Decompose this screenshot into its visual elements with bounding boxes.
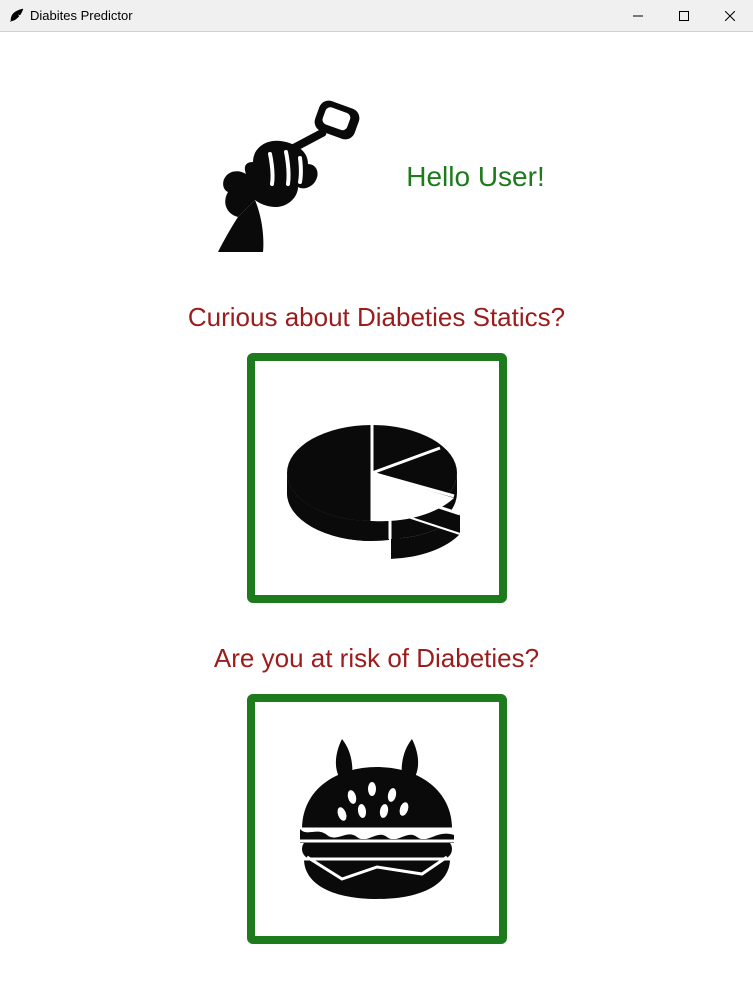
greeting-text: Hello User!: [406, 161, 544, 193]
titlebar: Diabites Predictor: [0, 0, 753, 32]
main-content: Hello User! Curious about Diabeties Stat…: [0, 32, 753, 1000]
app-feather-icon: [8, 8, 24, 24]
window-title: Diabites Predictor: [30, 8, 133, 23]
close-button[interactable]: [707, 0, 753, 32]
hero-row: Hello User!: [208, 92, 544, 262]
statistics-button[interactable]: [247, 353, 507, 603]
risk-heading: Are you at risk of Diabeties?: [214, 643, 539, 674]
minimize-button[interactable]: [615, 0, 661, 32]
devil-burger-icon: [255, 702, 499, 936]
pie-chart-icon: [255, 361, 499, 595]
statistics-heading: Curious about Diabeties Statics?: [188, 302, 565, 333]
app-window: Diabites Predictor: [0, 0, 753, 1000]
hand-holding-glucometer-icon: [208, 92, 378, 262]
maximize-button[interactable]: [661, 0, 707, 32]
risk-button[interactable]: [247, 694, 507, 944]
